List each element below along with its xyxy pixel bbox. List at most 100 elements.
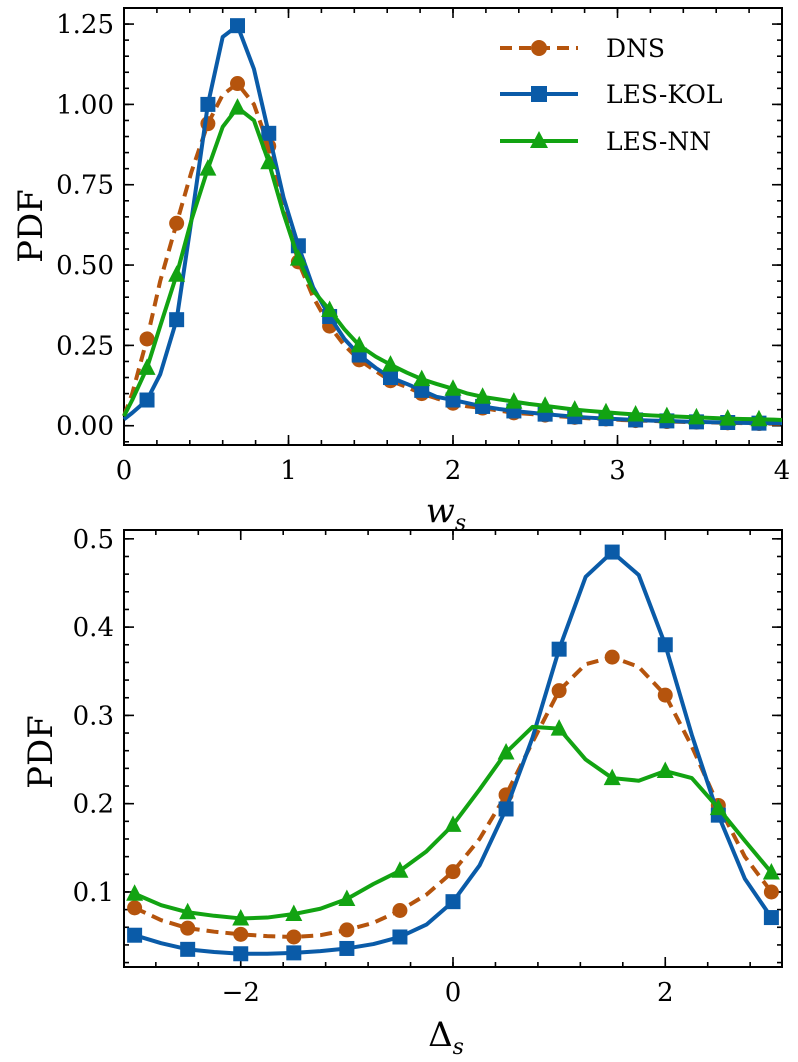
ytick-label-bottom: 0.2 xyxy=(73,790,114,820)
data-point-les-nn-top xyxy=(658,406,676,424)
data-point-dns-bottom xyxy=(127,900,143,916)
ytick-label-top: 1.25 xyxy=(56,10,114,40)
data-point-dns-bottom xyxy=(233,926,249,942)
data-point-les-nn-top xyxy=(536,396,554,413)
ytick-label-top: 0.50 xyxy=(56,251,114,281)
xtick-label-top: 2 xyxy=(445,456,462,486)
data-point-les-kol-bottom xyxy=(339,940,355,956)
data-point-les-nn-bottom xyxy=(550,719,568,736)
data-point-les-nn-bottom xyxy=(126,884,144,901)
xtick-label-top: 0 xyxy=(116,456,133,486)
xtick-label-top: 1 xyxy=(280,456,297,486)
xlabel-bottom-sub: s xyxy=(453,1035,464,1060)
data-point-les-nn-bottom xyxy=(338,889,356,907)
data-point-les-kol-top xyxy=(414,382,430,398)
data-point-les-nn-top xyxy=(229,98,247,115)
legend-label-les-nn: LES-NN xyxy=(606,127,711,156)
xlabel-top-main: w xyxy=(426,491,455,531)
data-point-dns-top xyxy=(230,76,246,92)
data-point-les-nn-bottom xyxy=(232,908,250,926)
ytick-label-top: 1.00 xyxy=(56,90,114,120)
data-point-les-kol-bottom xyxy=(498,801,514,817)
data-point-dns-bottom xyxy=(392,902,408,918)
data-point-les-nn-top xyxy=(474,387,492,404)
data-point-les-nn-top xyxy=(444,379,462,396)
data-point-dns-bottom xyxy=(339,922,355,938)
data-point-les-kol-top xyxy=(230,18,246,34)
xlabel-bottom-main: Δ xyxy=(428,1015,453,1055)
data-point-les-nn-bottom xyxy=(391,861,409,878)
data-point-dns-bottom xyxy=(657,687,673,703)
data-point-les-nn-bottom xyxy=(656,761,674,779)
ytick-label-bottom: 0.4 xyxy=(73,613,114,643)
ylabel-bottom: PDF xyxy=(21,715,61,789)
series-top xyxy=(122,18,783,431)
data-point-les-nn-bottom xyxy=(709,798,727,816)
data-point-les-nn-top xyxy=(687,407,705,425)
legend: DNS LES-KOL LES-NN xyxy=(500,34,722,156)
data-point-dns-bottom xyxy=(604,649,620,665)
data-point-les-kol-bottom xyxy=(392,929,408,945)
data-point-les-kol-bottom xyxy=(180,941,196,957)
ylabel-top: PDF xyxy=(11,189,51,263)
legend-marker-les-nn xyxy=(530,131,548,148)
xtick-label-top: 3 xyxy=(609,456,626,486)
xlabel-top: ws xyxy=(426,491,466,536)
xlabel-bottom: Δs xyxy=(428,1015,464,1060)
ticks-bottom: −2 0 2 0.1 0.2 0.3 0.4 0.5 xyxy=(73,525,782,1008)
data-point-les-kol-top xyxy=(382,370,398,386)
data-point-les-kol-bottom xyxy=(551,641,567,657)
data-point-les-nn-top xyxy=(566,400,584,417)
data-point-les-kol-bottom xyxy=(233,946,249,962)
data-point-les-nn-top xyxy=(413,369,431,387)
ytick-label-top: 0.75 xyxy=(56,171,114,201)
data-point-les-kol-top xyxy=(169,312,185,328)
data-point-les-nn-bottom xyxy=(603,768,621,786)
series-line-les-kol-bottom xyxy=(134,550,774,956)
legend-label-les-kol: LES-KOL xyxy=(606,80,722,109)
ticks-top: 0 1 2 3 4 0.00 0.25 0.50 0.75 1.00 1.25 xyxy=(56,7,791,486)
data-point-les-kol-top xyxy=(445,392,461,408)
chart-bottom-delta-pdf: −2 0 2 0.1 0.2 0.3 0.4 0.5 PDF Δs xyxy=(21,525,783,1060)
data-point-les-nn-top xyxy=(627,404,645,422)
data-point-les-nn-top xyxy=(199,159,217,176)
xtick-label-bottom: 0 xyxy=(445,978,462,1008)
legend-marker-dns xyxy=(531,40,547,56)
data-point-les-nn-top xyxy=(350,335,368,353)
data-point-les-nn-top xyxy=(321,300,339,318)
data-point-les-nn-top xyxy=(719,409,737,426)
data-point-les-nn-bottom xyxy=(497,742,515,760)
ytick-label-bottom: 0.1 xyxy=(73,878,114,908)
data-point-les-kol-bottom xyxy=(445,894,461,910)
data-point-les-nn-top xyxy=(381,355,399,372)
data-point-dns-bottom xyxy=(445,864,461,880)
data-point-les-kol-bottom xyxy=(657,637,673,653)
data-point-dns-bottom xyxy=(763,884,779,900)
ytick-label-bottom: 0.5 xyxy=(73,525,114,555)
data-point-les-nn-bottom xyxy=(285,904,303,922)
data-point-les-kol-bottom xyxy=(127,927,143,943)
chart-top-ws-pdf: 0 1 2 3 4 0.00 0.25 0.50 0.75 1.00 1.25 PDF ws DNS… xyxy=(11,7,791,536)
data-point-les-nn-bottom xyxy=(762,863,780,880)
data-point-les-kol-bottom xyxy=(286,945,302,961)
data-point-les-nn-top xyxy=(597,402,615,420)
data-point-les-nn-top xyxy=(138,358,156,375)
data-point-dns-top xyxy=(169,215,185,231)
data-point-dns-top xyxy=(139,331,155,347)
data-point-les-kol-top xyxy=(261,125,277,141)
data-point-les-kol-bottom xyxy=(604,544,620,560)
ytick-label-top: 0.00 xyxy=(56,412,114,442)
data-point-les-kol-bottom xyxy=(763,910,779,926)
data-point-les-nn-bottom xyxy=(179,902,197,920)
data-point-les-kol-top xyxy=(200,96,216,112)
xtick-label-bottom: −2 xyxy=(222,978,260,1008)
xlabel-top-sub: s xyxy=(455,511,466,536)
xtick-label-top: 4 xyxy=(774,456,791,486)
ytick-label-top: 0.25 xyxy=(56,331,114,361)
data-point-dns-bottom xyxy=(180,920,196,936)
xtick-label-bottom: 2 xyxy=(657,978,674,1008)
legend-label-dns: DNS xyxy=(606,34,665,63)
data-point-les-nn-top xyxy=(168,265,186,282)
data-point-les-nn-top xyxy=(289,249,307,266)
data-point-les-kol-top xyxy=(139,392,155,408)
